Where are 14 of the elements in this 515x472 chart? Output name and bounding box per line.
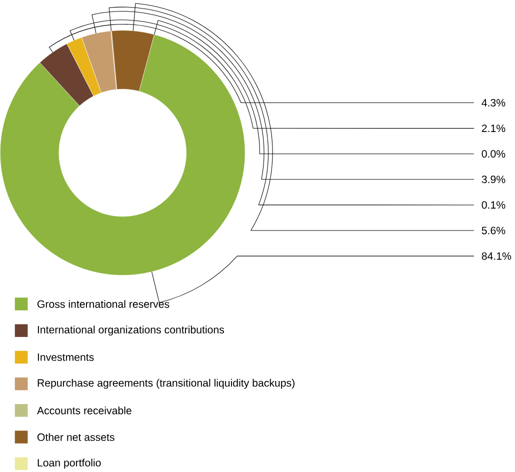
legend-label: Gross international reserves: [38, 300, 170, 308]
legend-label: Repurchase agreements (transitional liquidity backups): [38, 378, 294, 389]
data-label: 84.1%: [482, 252, 512, 260]
legend-label: International organizations contributions: [38, 326, 224, 336]
data-label: 5.6%: [482, 226, 506, 234]
data-label: 3.9%: [482, 176, 506, 184]
legend-label: Accounts receivable: [36, 406, 132, 414]
text: 0.0%: [482, 150, 506, 158]
data-label: 4.3%: [482, 98, 506, 106]
legend-label: Loan portfolio: [38, 458, 101, 469]
legend-label: Other net assets: [37, 433, 114, 441]
data-label: 0.1%: [482, 201, 506, 209]
data-label: 2.1%: [482, 124, 506, 132]
legend-label: Investments: [38, 353, 94, 361]
